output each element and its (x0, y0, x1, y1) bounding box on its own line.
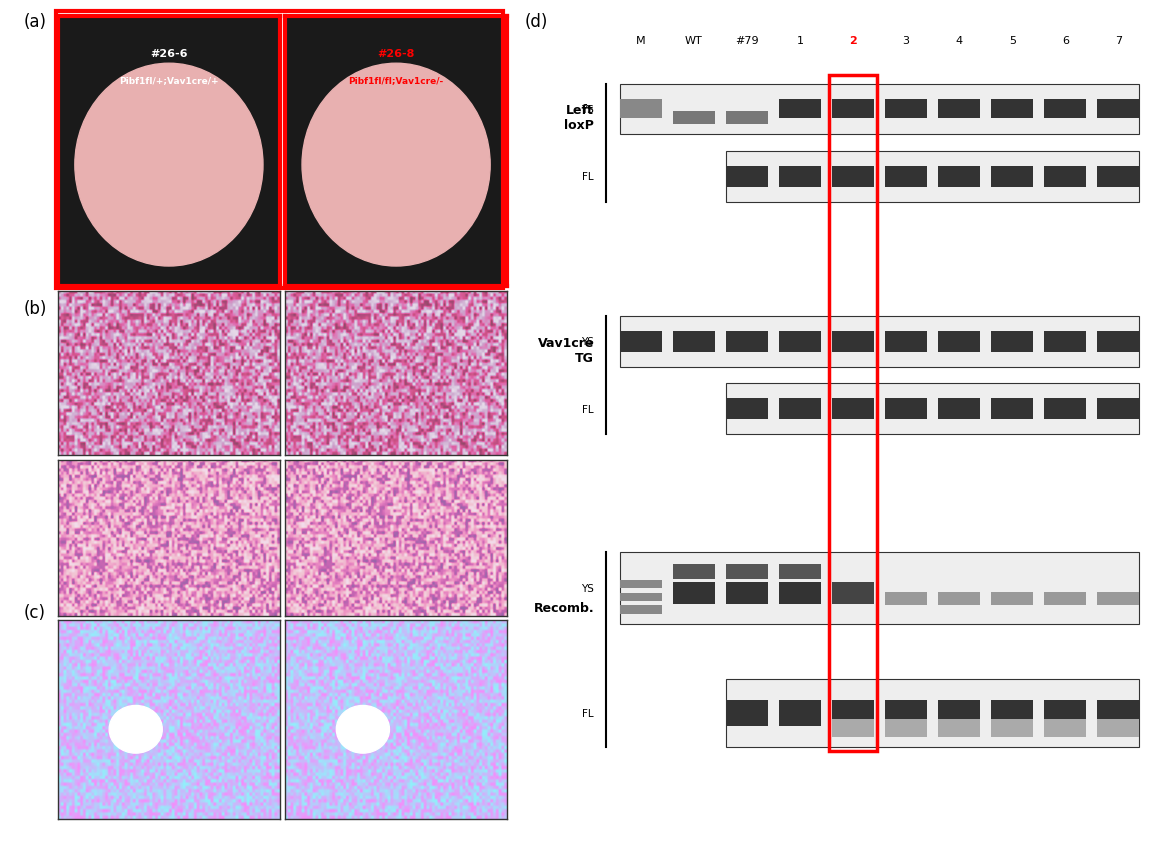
Text: FL: FL (582, 172, 594, 182)
Text: Recomb.: Recomb. (534, 601, 594, 614)
Text: Vav1cre
TG: Vav1cre TG (538, 336, 594, 365)
Ellipse shape (75, 64, 263, 267)
Text: 7: 7 (1115, 36, 1122, 46)
Circle shape (110, 706, 162, 753)
Text: (d): (d) (524, 13, 548, 30)
Text: Pibf1fl/fl;Vav1cre/-: Pibf1fl/fl;Vav1cre/- (348, 76, 444, 85)
Text: 6: 6 (1061, 36, 1068, 46)
Text: FL: FL (582, 708, 594, 718)
Text: YS: YS (581, 337, 594, 347)
Text: 1: 1 (797, 36, 804, 46)
Text: Pibf1fl/+;Vav1cre/+: Pibf1fl/+;Vav1cre/+ (119, 76, 219, 85)
Text: #79: #79 (735, 36, 758, 46)
Text: 5: 5 (1009, 36, 1016, 46)
Text: Left
loxP: Left loxP (564, 104, 594, 133)
Text: (c): (c) (23, 603, 45, 621)
Circle shape (337, 706, 389, 753)
Text: (a): (a) (23, 13, 47, 30)
Text: 4: 4 (955, 36, 962, 46)
Text: FL: FL (582, 404, 594, 414)
Ellipse shape (302, 64, 490, 267)
Text: #26-6: #26-6 (150, 49, 188, 59)
Text: YS: YS (581, 584, 594, 593)
Text: WT: WT (685, 36, 702, 46)
Text: YS: YS (581, 105, 594, 115)
Text: M: M (636, 36, 645, 46)
Text: (b): (b) (23, 300, 47, 317)
Text: #26-8: #26-8 (377, 49, 415, 59)
Text: 3: 3 (903, 36, 910, 46)
Text: 2: 2 (849, 36, 857, 46)
